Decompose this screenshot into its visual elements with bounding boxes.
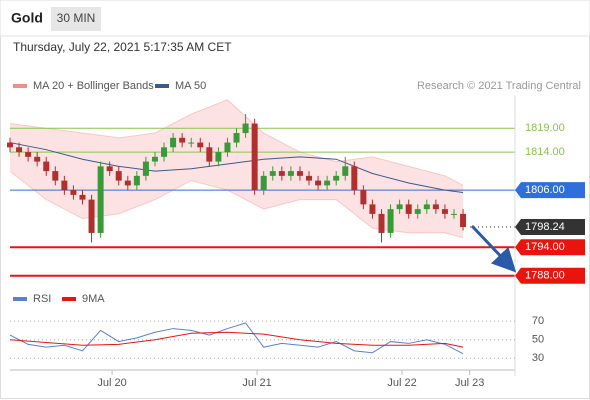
level-label: 1814.00 (525, 146, 565, 158)
candle-body (151, 156, 158, 162)
legend-label: 9MA (82, 293, 105, 305)
x-tick-label: Jul 22 (387, 377, 416, 389)
legend-swatch (155, 84, 169, 88)
level-label: 1819.00 (525, 122, 565, 134)
attribution: Research © 2021 Trading Central (417, 80, 581, 92)
candle-body (351, 166, 358, 191)
candle-body (269, 171, 276, 176)
rsi-tick-label: 30 (532, 352, 544, 364)
level-tag (515, 239, 585, 256)
forecast-arrow (470, 224, 517, 273)
legend-label: MA 20 + Bollinger Bands (33, 80, 154, 92)
candle-body (25, 152, 32, 157)
bollinger-lower (9, 170, 464, 239)
candle-body (287, 171, 294, 176)
candle-body (387, 209, 394, 233)
candle-body (124, 180, 131, 186)
candle-body (179, 137, 186, 143)
candle-body (450, 213, 457, 215)
level-tag (515, 182, 585, 199)
candle-body (306, 175, 313, 181)
candle-body (460, 213, 467, 228)
candle-body (333, 175, 340, 181)
candle-body (188, 142, 195, 144)
legend-label: MA 50 (175, 80, 206, 92)
candle-body (170, 137, 177, 148)
candle-body (233, 133, 240, 143)
candle-body (441, 209, 448, 214)
candle-body (61, 180, 68, 191)
candle-body (260, 175, 267, 191)
rsi-line (9, 322, 464, 355)
legend-label: RSI (33, 293, 51, 305)
candle-body (142, 161, 149, 176)
candle-body (133, 175, 140, 186)
candle-body (115, 171, 122, 181)
rsi-line (9, 331, 464, 348)
level-label: 1798.24 (525, 221, 565, 233)
candle-body (315, 180, 322, 186)
legend-swatch (62, 297, 76, 301)
candle-body (206, 147, 213, 162)
candle-body (423, 204, 430, 210)
candle-body (432, 204, 439, 210)
candle-body (224, 142, 231, 153)
x-tick-label: Jul 20 (97, 377, 126, 389)
level-tag (515, 267, 585, 284)
candle-body (52, 171, 59, 181)
timeframe-label[interactable]: 30 MIN (57, 11, 96, 25)
ma50-line (9, 142, 464, 193)
candle-body (215, 152, 222, 162)
legend-swatch (13, 297, 27, 301)
candle-body (161, 147, 168, 157)
candle-body (405, 204, 412, 214)
level-label: 1806.00 (525, 184, 565, 196)
candle-body (97, 166, 104, 233)
level-label: 1794.00 (525, 241, 565, 253)
candle-body (396, 204, 403, 210)
candle-body (251, 123, 258, 191)
x-tick-label: Jul 21 (242, 377, 271, 389)
candle-body (242, 123, 249, 134)
rsi-tick-label: 50 (532, 334, 544, 346)
level-tag (515, 219, 585, 236)
candle-body (197, 142, 204, 148)
legend-swatch (13, 84, 27, 88)
candle-body (16, 147, 23, 153)
timestamp: Thursday, July 22, 2021 5:17:35 AM CET (13, 40, 232, 54)
candle-body (34, 156, 41, 162)
candle-body (414, 209, 421, 214)
candle-body (7, 142, 13, 148)
x-tick-label: Jul 23 (455, 377, 484, 389)
candle-body (360, 190, 367, 205)
candle-body (106, 166, 113, 172)
candle-body (79, 194, 86, 200)
candle-body (70, 190, 77, 195)
candle-body (342, 166, 349, 176)
candle-body (43, 161, 50, 172)
level-label: 1788.00 (525, 270, 565, 282)
chart-title: Gold (11, 10, 43, 26)
candle-body (88, 199, 95, 233)
timeframe-tab[interactable] (51, 7, 101, 31)
candle-body (324, 180, 331, 186)
candle-body (378, 213, 385, 233)
candle-body (369, 204, 376, 214)
candle-body (296, 171, 303, 176)
rsi-tick-label: 70 (532, 315, 544, 327)
candle-body (278, 171, 285, 176)
bollinger-band (10, 99, 464, 238)
